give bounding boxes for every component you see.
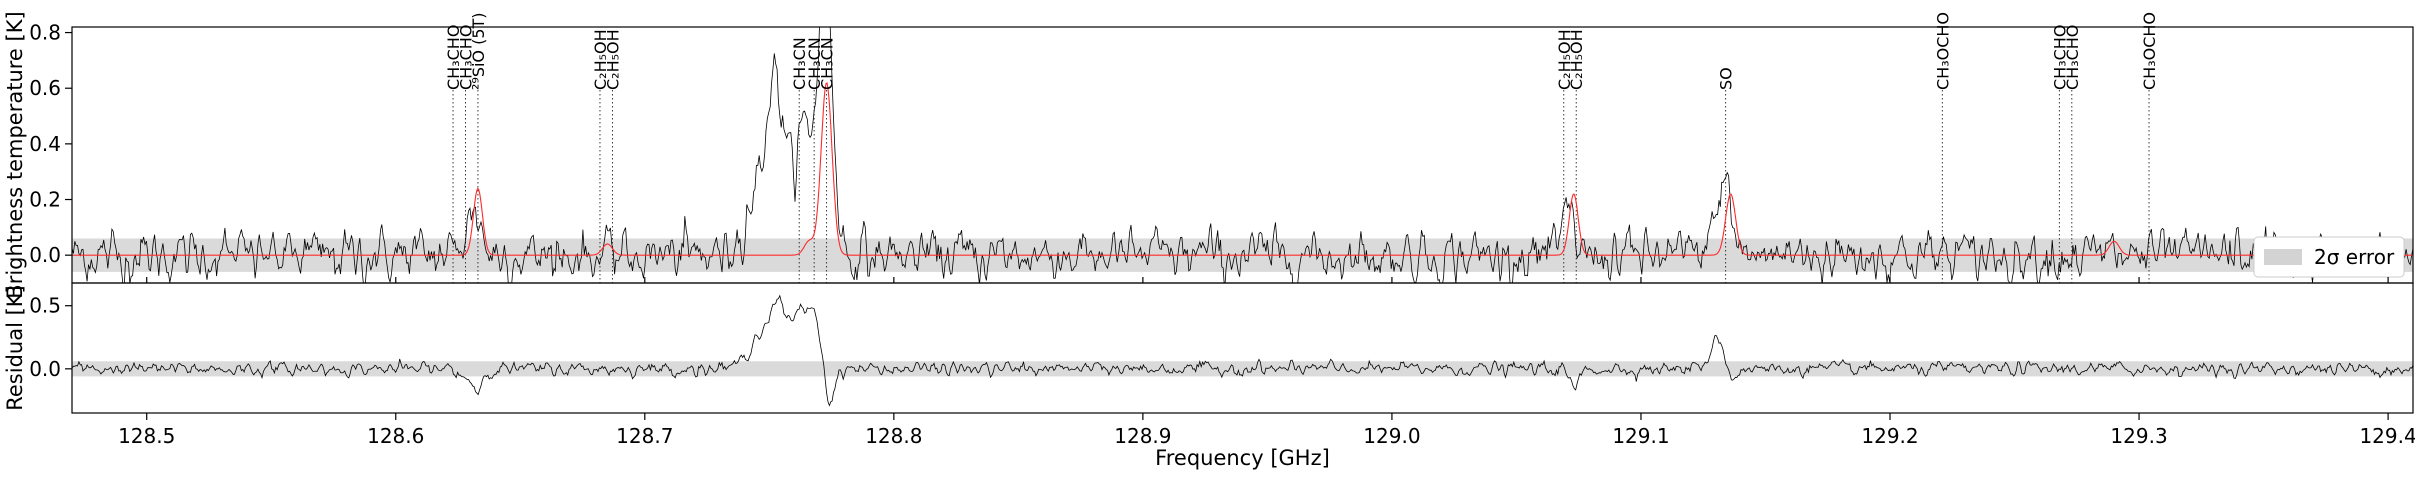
x-tick-label: 128.5	[118, 424, 175, 448]
x-axis-label: Frequency [GHz]	[1155, 446, 1330, 470]
spectrum-y-tick-label: 0.4	[29, 132, 61, 156]
molecule-label: C₂H₅OH	[1567, 29, 1586, 90]
frequency-x-ticks: 128.5 128.6 128.7 128.8 128.9 129.0 129.1 129.2…	[118, 277, 2415, 448]
molecule-label: C₂H₅OH	[1555, 29, 1574, 90]
model-spectrum-line	[72, 82, 2413, 256]
residual-panel: 0.0 0.5 128.5 128.6 128.7 128.8 128.9 129.0 129…	[3, 277, 2415, 470]
molecule-label: CH₃CN	[790, 37, 809, 90]
spectrum-y-tick-label: 0.6	[29, 76, 61, 100]
x-tick-label: 129.3	[2110, 424, 2167, 448]
residual-y-tick-label: 0.5	[29, 294, 61, 318]
molecule-label: CH₃CHO	[444, 25, 463, 90]
residual-y-ticks: 0.0 0.5	[29, 294, 72, 381]
x-tick-label: 128.8	[865, 424, 922, 448]
residual-y-tick-label: 0.0	[29, 357, 61, 381]
spectrum-y-tick-label: 0.2	[29, 188, 61, 212]
molecule-label: ²⁹SiO (5T)	[469, 12, 488, 90]
x-tick-label: 128.7	[616, 424, 673, 448]
x-tick-label: 129.2	[1861, 424, 1918, 448]
molecule-label: CH₃CHO	[2050, 25, 2069, 90]
legend-swatch	[2264, 249, 2302, 265]
spectrum-y-tick-label: 0.8	[29, 21, 61, 45]
molecule-label: C₂H₅OH	[591, 29, 610, 90]
spectrum-y-tick-label: 0.0	[29, 243, 61, 267]
molecule-label: CH₃OCHO	[1933, 12, 1952, 90]
spectrum-y-ticks: 0.0 0.2 0.4 0.6 0.8	[29, 21, 72, 267]
molecule-label: CH₃CHO	[456, 25, 475, 90]
molecule-label: CH₃CN	[818, 37, 837, 90]
residual-axes-frame	[71, 282, 2414, 414]
x-tick-label: 128.6	[367, 424, 424, 448]
residual-y-axis-label: Residual [K]	[3, 285, 27, 411]
spectrum-y-axis-label: Brightness temperature [K]	[3, 11, 27, 298]
residual-line	[72, 294, 2413, 407]
x-tick-label: 129.4	[2359, 424, 2415, 448]
legend-box	[2253, 236, 2405, 278]
x-tick-label: 129.1	[1612, 424, 1669, 448]
legend-label: 2σ error	[2314, 245, 2395, 269]
x-tick-label: 128.9	[1114, 424, 1171, 448]
residual-error-band	[72, 361, 2413, 377]
legend: 2σ error	[2253, 236, 2405, 278]
molecule-label: CH₃OCHO	[2140, 12, 2159, 90]
molecule-label: CH₃CN	[805, 37, 824, 90]
x-tick-label: 129.0	[1363, 424, 1420, 448]
molecule-label: CH₃CHO	[2063, 25, 2082, 90]
molecule-label: SO	[1717, 67, 1736, 90]
molecule-label: C₂H₅OH	[603, 29, 622, 90]
